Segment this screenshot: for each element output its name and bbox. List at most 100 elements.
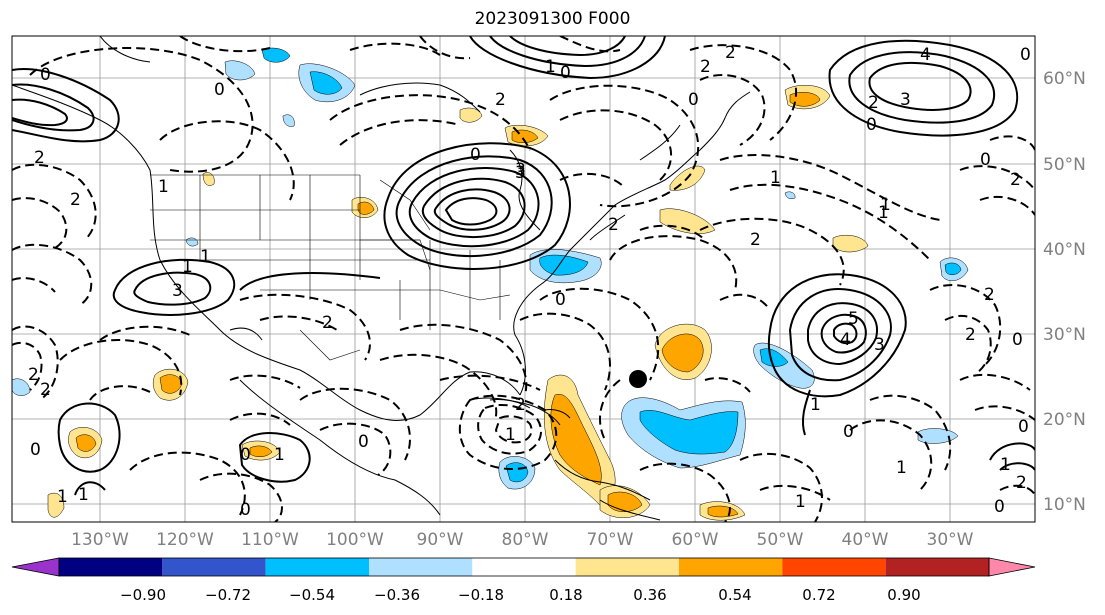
contour-label: 2 bbox=[984, 285, 995, 305]
colorbar-ticks: −0.90 −0.72 −0.54 −0.36 −0.18 0.18 0.36 … bbox=[120, 586, 921, 604]
contour-label: 2 bbox=[1016, 473, 1027, 493]
contour-label: 2 bbox=[322, 313, 333, 333]
dashed-contours bbox=[12, 36, 1035, 522]
contour-label: 1 bbox=[896, 458, 907, 478]
contour-label: 2 bbox=[28, 365, 39, 385]
contour-label: 1 bbox=[795, 492, 806, 512]
lon-label: 90°W bbox=[417, 530, 464, 550]
contour-label: 3 bbox=[515, 163, 526, 183]
colorbar-tick-label: 0.72 bbox=[802, 586, 835, 604]
longitude-axis: 130°W 120°W 110°W 100°W 90°W 80°W 70°W 6… bbox=[71, 530, 974, 550]
colorbar-segment bbox=[59, 558, 163, 576]
contour-label: 2 bbox=[700, 57, 711, 77]
contour-label: 0 bbox=[1012, 330, 1023, 350]
contour-label: 0 bbox=[240, 500, 251, 520]
map-border bbox=[11, 35, 1036, 523]
contour-label: 1 bbox=[770, 168, 781, 188]
colorbar-segment bbox=[472, 558, 576, 576]
contour-label: 4 bbox=[920, 45, 931, 65]
colorbar-tick-label: −0.36 bbox=[374, 586, 420, 604]
contour-label: 1 bbox=[545, 57, 556, 77]
colorbar-tick-label: −0.72 bbox=[205, 586, 251, 604]
lat-label: 20°N bbox=[1043, 410, 1086, 430]
contour-label: 1 bbox=[810, 395, 821, 415]
lat-label: 30°N bbox=[1043, 325, 1086, 345]
contour-label: 2 bbox=[750, 230, 761, 250]
contour-label: 2 bbox=[34, 148, 45, 168]
negative-anomaly-shading bbox=[12, 47, 969, 490]
contour-label: 3 bbox=[900, 90, 911, 110]
contour-label: 0 bbox=[1018, 417, 1029, 437]
colorbar-tick-label: −0.90 bbox=[120, 586, 166, 604]
contour-label: 5 bbox=[848, 309, 859, 329]
storm-center-marker bbox=[629, 370, 647, 388]
latitude-axis: 60°N 50°N 40°N 30°N 20°N 10°N bbox=[1043, 69, 1086, 515]
colorbar-segment bbox=[369, 558, 473, 576]
contour-label: 0 bbox=[866, 115, 877, 135]
colorbar-segment bbox=[575, 558, 679, 576]
contour-label: 1 bbox=[880, 195, 891, 215]
colorbar-tick-label: 0.54 bbox=[718, 586, 751, 604]
colorbar-segment bbox=[679, 558, 783, 576]
contour-label: 2 bbox=[70, 190, 81, 210]
colorbar-tick-label: −0.54 bbox=[289, 586, 335, 604]
contour-label: 0 bbox=[470, 145, 481, 165]
contour-label: 1 bbox=[1000, 455, 1011, 475]
colorbar-segment bbox=[162, 558, 266, 576]
contour-label: 0 bbox=[560, 63, 571, 83]
colorbar-tick-label: 0.90 bbox=[887, 586, 920, 604]
contour-label: 2 bbox=[608, 215, 619, 235]
lon-label: 70°W bbox=[587, 530, 634, 550]
contour-label: 1 bbox=[158, 177, 169, 197]
contour-label: 0 bbox=[358, 432, 369, 452]
lat-label: 40°N bbox=[1043, 240, 1086, 260]
lon-label: 130°W bbox=[71, 530, 129, 550]
contour-label: 0 bbox=[980, 150, 991, 170]
contour-label: 1 bbox=[78, 485, 89, 505]
contour-label: 3 bbox=[172, 281, 183, 301]
contour-label: 2 bbox=[515, 395, 526, 415]
colorbar-extend-max bbox=[988, 557, 1036, 577]
contour-label: 2 bbox=[965, 325, 976, 345]
colorbar-outline bbox=[58, 557, 990, 577]
contour-label: 1 bbox=[505, 425, 516, 445]
coastlines bbox=[12, 36, 751, 521]
contour-label: 0 bbox=[994, 497, 1005, 517]
solid-contours bbox=[12, 36, 1035, 496]
contour-label: 2 bbox=[40, 380, 51, 400]
lat-label: 50°N bbox=[1043, 155, 1086, 175]
contour-label: 2 bbox=[725, 43, 736, 63]
contour-label: 0 bbox=[1020, 45, 1031, 65]
state-borders bbox=[150, 174, 511, 361]
colorbar-segment bbox=[265, 558, 369, 576]
contour-label: 0 bbox=[688, 90, 699, 110]
contour-label: 1 bbox=[57, 487, 68, 507]
colorbar-extend-min bbox=[11, 557, 60, 577]
colorbar-segment bbox=[885, 558, 989, 576]
contour-label: 0 bbox=[240, 445, 251, 465]
contour-label: 1 bbox=[274, 445, 285, 465]
lon-label: 110°W bbox=[241, 530, 299, 550]
lat-label: 10°N bbox=[1043, 495, 1086, 515]
lat-label: 60°N bbox=[1043, 69, 1086, 89]
contour-label: 0 bbox=[214, 80, 225, 100]
colorbar-tick-label: −0.18 bbox=[458, 586, 504, 604]
lon-label: 40°W bbox=[842, 530, 889, 550]
positive-anomaly-shading bbox=[47, 84, 869, 521]
contour-labels: 0 0 2 1 2 2 3 0 1 2 0 2 1 0 4 3 0 2 0 1 … bbox=[28, 43, 1031, 520]
contour-label: 1 bbox=[200, 247, 211, 267]
contour-label: 1 bbox=[878, 203, 889, 223]
contour-label: 0 bbox=[843, 422, 854, 442]
map-panel bbox=[12, 36, 1035, 522]
contour-label: 3 bbox=[515, 160, 526, 180]
lon-label: 80°W bbox=[502, 530, 549, 550]
lon-label: 50°W bbox=[757, 530, 804, 550]
colorbar-tick-label: 0.18 bbox=[549, 586, 582, 604]
contour-label: 2 bbox=[495, 90, 506, 110]
colorbar bbox=[11, 557, 1036, 577]
colorbar-segment bbox=[782, 558, 886, 576]
contour-label: 2 bbox=[1010, 170, 1021, 190]
contour-label: 2 bbox=[868, 93, 879, 113]
contour-label: 0 bbox=[30, 440, 41, 460]
